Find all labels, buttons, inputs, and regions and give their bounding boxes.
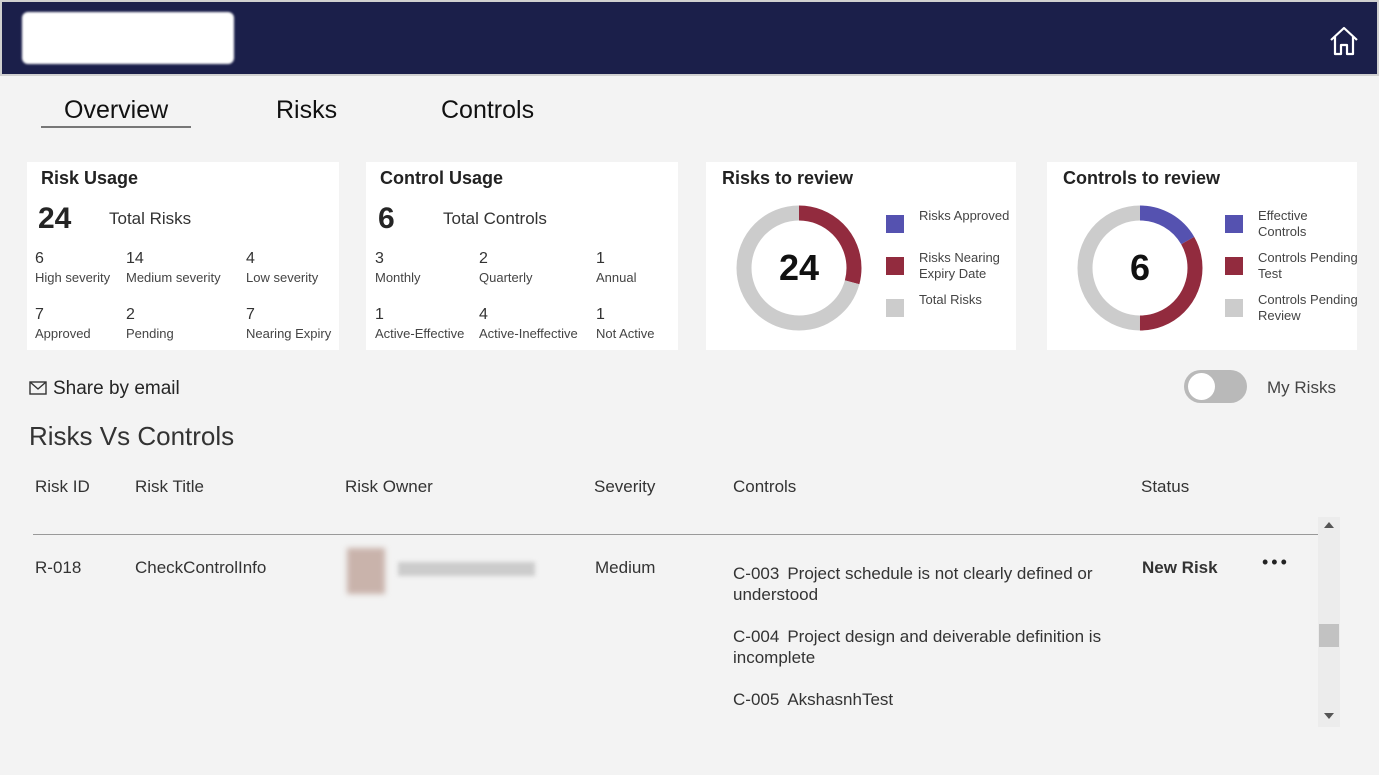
legend-label: Risks Approved bbox=[919, 208, 1010, 223]
card-title: Risks to review bbox=[722, 168, 854, 188]
toggle-knob bbox=[1188, 373, 1215, 400]
stat-value: 1 bbox=[375, 306, 384, 323]
my-risks-toggle[interactable] bbox=[1184, 370, 1247, 403]
donut-center-value: 24 bbox=[779, 247, 819, 288]
scrollbar bbox=[1318, 517, 1340, 727]
control-item: C-004 Project design and deiverable defin… bbox=[733, 626, 1123, 668]
scroll-thumb[interactable] bbox=[1319, 624, 1339, 647]
control-title: Project schedule is not clearly defined … bbox=[733, 564, 1093, 604]
app-header bbox=[0, 0, 1379, 76]
stat-value: 4 bbox=[479, 306, 488, 323]
stat-value: 6 bbox=[35, 250, 44, 267]
donut-segment bbox=[736, 205, 862, 331]
owner-name-redacted bbox=[398, 562, 535, 576]
total-value: 24 bbox=[38, 202, 72, 235]
control-item: C-003 Project schedule is not clearly def… bbox=[733, 563, 1123, 605]
stat-label: Nearing Expiry bbox=[246, 326, 332, 341]
total-value: 6 bbox=[378, 202, 395, 235]
donut-segment bbox=[1077, 205, 1203, 331]
tab-underline bbox=[41, 126, 191, 128]
legend-label: Total Risks bbox=[919, 292, 982, 307]
legend-swatch bbox=[1225, 215, 1243, 233]
risk-title: CheckControlInfo bbox=[135, 558, 267, 577]
stat-value: 4 bbox=[246, 250, 255, 267]
donut-center-value: 6 bbox=[1130, 247, 1150, 288]
usage-card: Control Usage 6 Total Controls 3 Monthly 2 Qua… bbox=[366, 162, 678, 350]
control-id: C-004 bbox=[733, 627, 780, 646]
card-title: Control Usage bbox=[380, 168, 504, 188]
logo-redacted bbox=[22, 12, 234, 64]
column-header: Controls bbox=[733, 477, 797, 496]
review-card: Risks to review 24 Risks Approved Risks Nea… bbox=[706, 162, 1016, 350]
stat-value: 2 bbox=[126, 306, 135, 323]
stat-label: Active-Ineffective bbox=[479, 326, 578, 341]
stat-value: 1 bbox=[596, 306, 605, 323]
stat-label: Active-Effective bbox=[375, 326, 465, 341]
total-label: Total Risks bbox=[109, 209, 192, 228]
stat-value: 3 bbox=[375, 250, 384, 267]
stat-label: Not Active bbox=[596, 326, 655, 341]
legend-label: Controls Pending Test bbox=[1258, 250, 1358, 281]
control-item: C-005 AkshasnhTest bbox=[733, 689, 1123, 710]
stat-label: Quarterly bbox=[479, 270, 533, 285]
severity: Medium bbox=[595, 558, 656, 577]
control-id: C-003 bbox=[733, 564, 780, 583]
donut-segment bbox=[1077, 205, 1203, 331]
stat-label: Annual bbox=[596, 270, 637, 285]
row-actions[interactable]: ••• bbox=[1262, 552, 1290, 572]
control-title: Project design and deiverable definition… bbox=[733, 627, 1102, 667]
section-title: Risks Vs Controls bbox=[29, 421, 235, 451]
stat-label: Medium severity bbox=[126, 270, 221, 285]
donut-chart: 24 bbox=[736, 205, 862, 331]
control-title: AkshasnhTest bbox=[787, 690, 894, 709]
nav-tab[interactable]: Controls bbox=[441, 96, 535, 124]
home-button[interactable] bbox=[1328, 26, 1360, 56]
card-title: Controls to review bbox=[1063, 168, 1221, 188]
legend-label: Risks Nearing Expiry Date bbox=[919, 250, 1000, 281]
legend-label: Controls Pending Review bbox=[1258, 292, 1358, 323]
stat-label: Approved bbox=[35, 326, 91, 341]
legend-swatch bbox=[886, 299, 904, 317]
card-title: Risk Usage bbox=[41, 168, 139, 188]
donut-chart: 6 bbox=[1077, 205, 1203, 331]
stat-label: Low severity bbox=[246, 270, 319, 285]
risk-id: R-018 bbox=[35, 558, 82, 577]
status: New Risk bbox=[1142, 558, 1218, 577]
mail-icon bbox=[29, 381, 47, 395]
stat-value: 2 bbox=[479, 250, 488, 267]
toggle-label: My Risks bbox=[1267, 378, 1336, 397]
legend-swatch bbox=[886, 215, 904, 233]
legend-label: Effective Controls bbox=[1258, 208, 1308, 239]
legend-swatch bbox=[1225, 257, 1243, 275]
column-header: Severity bbox=[594, 477, 656, 496]
scroll-up[interactable] bbox=[1324, 521, 1334, 529]
column-header: Risk ID bbox=[35, 477, 90, 496]
control-id: C-005 bbox=[733, 690, 780, 709]
nav-tab[interactable]: Overview bbox=[64, 96, 169, 124]
stat-value: 14 bbox=[126, 250, 144, 267]
stat-value: 1 bbox=[596, 250, 605, 267]
stat-label: Pending bbox=[126, 326, 174, 341]
column-header: Risk Title bbox=[135, 477, 204, 496]
legend-swatch bbox=[1225, 299, 1243, 317]
column-header: Risk Owner bbox=[345, 477, 433, 496]
table-divider bbox=[33, 534, 1318, 535]
nav-tab[interactable]: Risks bbox=[276, 96, 338, 124]
scroll-down[interactable] bbox=[1324, 712, 1334, 720]
stat-value: 7 bbox=[35, 306, 44, 323]
column-header: Status bbox=[1141, 477, 1190, 496]
stat-value: 7 bbox=[246, 306, 255, 323]
legend-swatch bbox=[886, 257, 904, 275]
usage-card: Risk Usage 24 Total Risks 6 High severity 14 M… bbox=[27, 162, 339, 350]
stat-label: Monthly bbox=[375, 270, 421, 285]
share-by-email[interactable]: Share by email bbox=[53, 378, 180, 399]
stat-label: High severity bbox=[35, 270, 111, 285]
avatar-redacted bbox=[347, 548, 385, 594]
total-label: Total Controls bbox=[443, 209, 547, 228]
review-card: Controls to review 6 Effective Controls Con… bbox=[1047, 162, 1358, 350]
